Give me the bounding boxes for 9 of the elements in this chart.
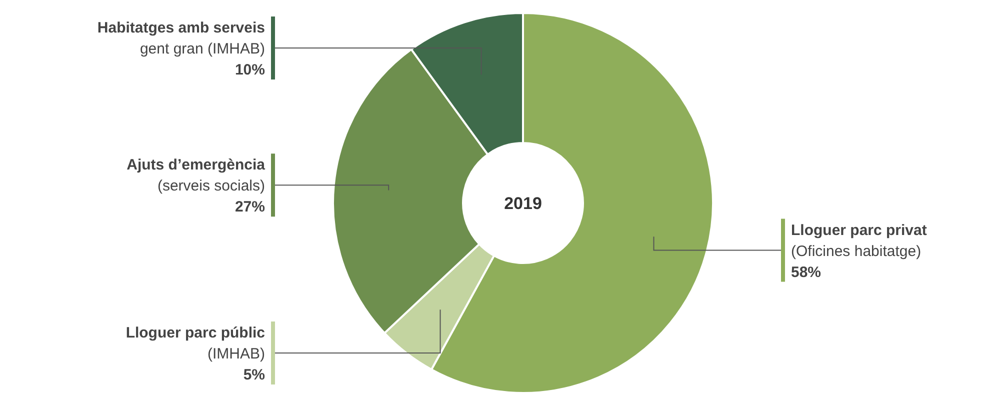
slice-label: Habitatges amb serveis gent gran (IMHAB) <box>97 20 266 58</box>
text: 2019 <box>504 194 542 213</box>
data-label: 10% <box>234 62 265 78</box>
data-label: 58% <box>791 264 822 281</box>
slice-label: Lloguer parc públic (IMHAB) <box>126 324 265 362</box>
slice-label: Ajuts d’emergència (serveis socials) <box>126 156 266 195</box>
data-label: 27% <box>234 198 265 216</box>
data-label: 5% <box>243 366 265 384</box>
slice-label: Lloguer parc privat (Oficines habitatge) <box>791 222 927 260</box>
